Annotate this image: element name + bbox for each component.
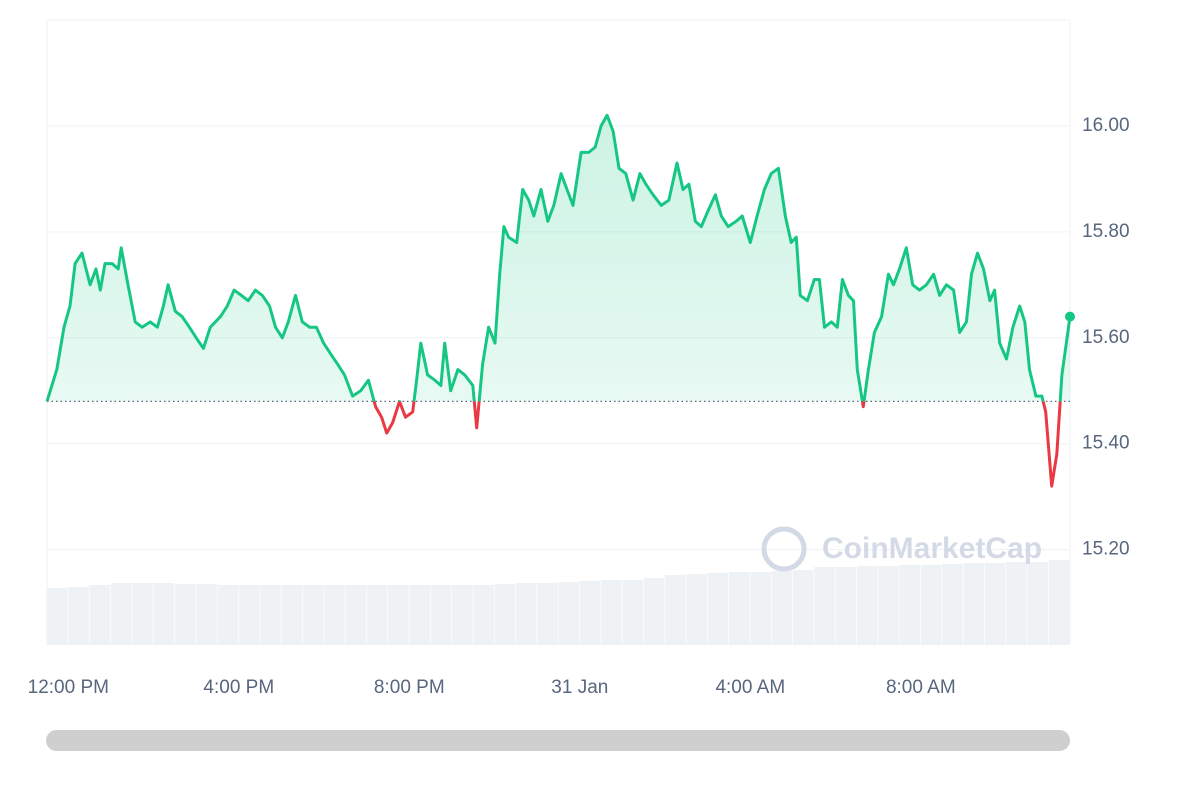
- volume-bar: [686, 574, 708, 645]
- volume-bar: [132, 583, 153, 645]
- volume-bar: [771, 571, 793, 645]
- x-tick-label: 4:00 PM: [203, 677, 274, 698]
- volume-bar: [1006, 562, 1027, 645]
- volume-bar: [345, 585, 367, 645]
- y-tick-label: 15.80: [1082, 221, 1130, 242]
- volume-bar: [281, 585, 303, 645]
- volume-bar: [324, 585, 345, 645]
- y-tick-label: 15.40: [1082, 433, 1130, 454]
- volume-bar: [643, 578, 665, 645]
- volume-bar: [622, 580, 644, 645]
- volume-bar: [515, 583, 537, 645]
- volume-bar: [963, 563, 985, 645]
- scrollbar[interactable]: [46, 730, 1070, 751]
- volume-bar: [537, 583, 558, 645]
- y-tick-label: 15.20: [1082, 539, 1130, 560]
- x-tick-label: 8:00 AM: [886, 677, 956, 698]
- volume-bar: [409, 585, 431, 645]
- volume-bar: [366, 585, 388, 645]
- volume-bar: [302, 585, 324, 645]
- volume-bar: [878, 566, 899, 645]
- x-tick-label: 31 Jan: [551, 677, 608, 698]
- volume-bar: [835, 567, 857, 645]
- volume-bar: [196, 584, 217, 645]
- volume-bar: [792, 570, 814, 645]
- volume-bar: [47, 588, 68, 645]
- volume-bar: [388, 585, 409, 645]
- volume-bar: [494, 584, 516, 645]
- volume-bar: [899, 565, 921, 645]
- volume-bar: [153, 583, 175, 645]
- volume-bar: [238, 585, 260, 645]
- volume-bar: [473, 585, 494, 645]
- volume-bar: [451, 585, 473, 645]
- volume-bar: [1048, 560, 1070, 645]
- volume-bar: [110, 583, 132, 645]
- volume-bar: [984, 563, 1006, 645]
- last-point: [1065, 311, 1075, 322]
- x-tick-label: 8:00 PM: [374, 677, 445, 698]
- volume-bar: [665, 575, 686, 645]
- volume-bar: [558, 582, 580, 645]
- price-area: [47, 115, 1070, 402]
- watermark-logo: [761, 526, 807, 572]
- volume-bar: [579, 581, 601, 645]
- volume-bar: [920, 565, 942, 645]
- watermark: CoinMarketCap: [761, 526, 1042, 572]
- volume-bar: [68, 587, 90, 645]
- volume-bar: [89, 585, 111, 645]
- volume-bar: [260, 585, 281, 645]
- price-line-up: [45, 113, 1072, 402]
- volume-bar: [814, 567, 835, 645]
- volume-bar: [707, 573, 729, 645]
- watermark-text: CoinMarketCap: [822, 532, 1042, 565]
- volume-bar: [601, 580, 622, 645]
- volume-bar: [750, 572, 772, 645]
- volume-bar: [217, 585, 239, 645]
- volume-bar: [729, 572, 750, 645]
- x-tick-label: 4:00 AM: [715, 677, 785, 698]
- x-tick-label: 12:00 PM: [28, 677, 109, 698]
- y-tick-label: 16.00: [1082, 115, 1130, 136]
- volume-bar: [430, 585, 452, 645]
- y-tick-label: 15.60: [1082, 327, 1130, 348]
- volume-bar: [1027, 562, 1049, 645]
- volume-bar: [942, 564, 963, 645]
- volume-bar: [856, 566, 878, 645]
- volume-bar: [174, 584, 196, 645]
